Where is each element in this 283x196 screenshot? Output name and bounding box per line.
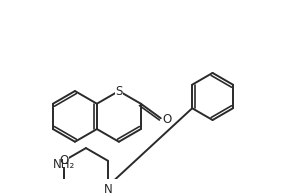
Text: O: O — [59, 154, 68, 167]
Text: S: S — [115, 84, 123, 98]
Text: NH₂: NH₂ — [53, 158, 75, 171]
Text: O: O — [162, 113, 172, 126]
Text: N: N — [103, 183, 112, 196]
